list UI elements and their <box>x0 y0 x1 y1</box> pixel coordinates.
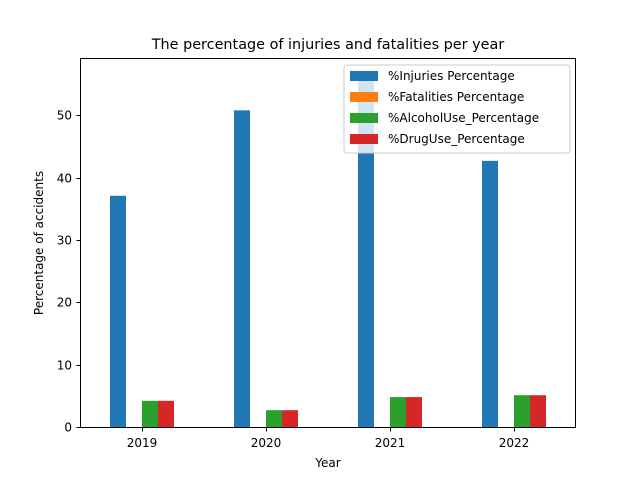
y-axis-label: Percentage of accidents <box>32 171 46 315</box>
legend-box <box>343 64 571 154</box>
legend-label: %Fatalities Percentage <box>388 90 524 104</box>
bar-2-2021 <box>390 397 406 427</box>
plot-frame <box>80 58 576 428</box>
x-tick-label: 2019 <box>127 436 158 450</box>
bar-3-2021 <box>406 397 422 427</box>
bar-2-2022 <box>514 395 530 427</box>
bar-3-2020 <box>282 410 298 427</box>
y-tick-label: 50 <box>57 109 72 123</box>
bar-2-2020 <box>266 410 282 427</box>
bar-2-2019 <box>142 400 158 427</box>
legend-swatch <box>350 113 378 123</box>
y-tick-label: 40 <box>57 172 72 186</box>
legend-label: %AlcoholUse_Percentage <box>388 111 539 125</box>
x-ticks-group: 2019 2020 2021 2022 <box>127 427 530 450</box>
y-tick-label: 0 <box>64 421 72 435</box>
legend-label: %DrugUse_Percentage <box>388 132 525 146</box>
y-ticks-group: 0 10 20 30 40 50 <box>57 109 81 435</box>
y-tick-label: 20 <box>57 296 72 310</box>
x-tick-label: 2020 <box>251 436 282 450</box>
bar-0-2020 <box>234 110 250 428</box>
legend-swatch <box>350 92 378 102</box>
legend-swatch <box>350 134 378 144</box>
legend: %Injuries Percentage %Fatalities Percenta… <box>343 64 571 154</box>
bar-3-2019 <box>158 400 174 427</box>
y-tick-label: 10 <box>57 359 72 373</box>
bar-0-2021 <box>358 75 374 428</box>
bar-0-2022 <box>482 160 498 427</box>
bar-0-2019 <box>110 195 126 427</box>
legend-swatch <box>350 71 378 81</box>
y-tick-label: 30 <box>57 234 72 248</box>
x-tick-label: 2021 <box>375 436 406 450</box>
legend-label: %Injuries Percentage <box>388 69 515 83</box>
x-tick-label: 2022 <box>499 436 530 450</box>
x-axis-label: Year <box>314 456 340 470</box>
bars-group <box>110 75 546 428</box>
bar-3-2022 <box>530 395 546 427</box>
chart-title: The percentage of injuries and fatalitie… <box>151 37 505 53</box>
